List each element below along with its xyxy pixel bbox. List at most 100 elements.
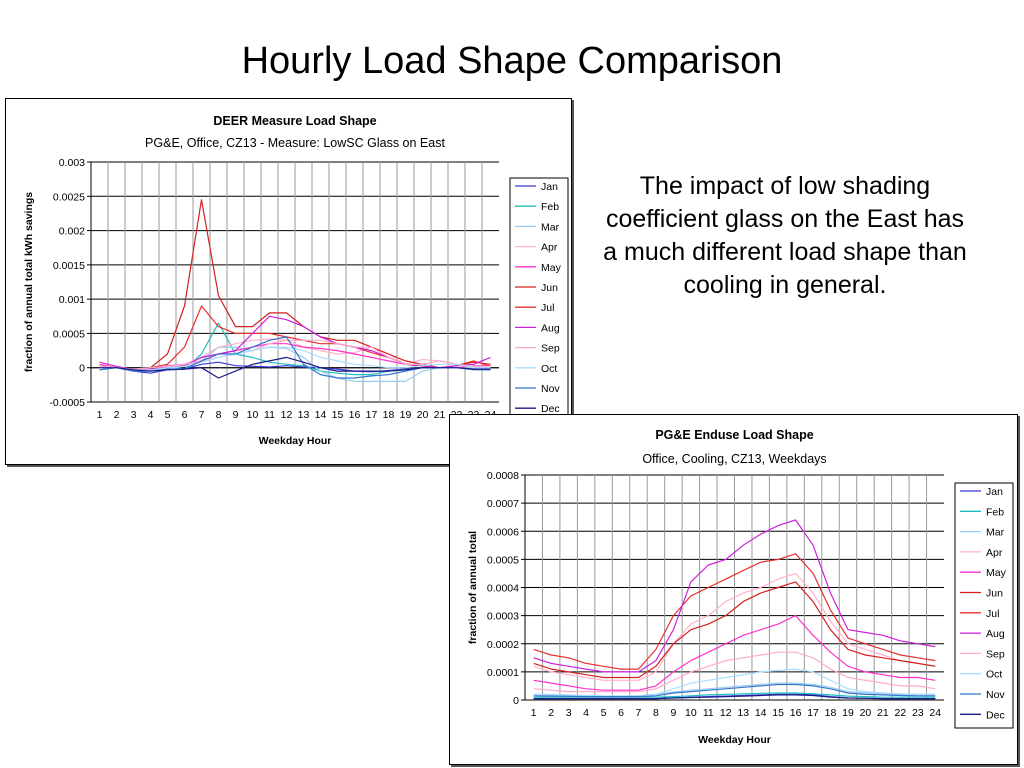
x-tick-label: 6 (618, 707, 624, 719)
x-tick-label: 19 (842, 707, 854, 719)
legend-label-feb: Feb (541, 201, 559, 213)
deer-chart-svg: DEER Measure Load Shape PG&E, Office, CZ1… (23, 114, 569, 447)
x-tick-label: 6 (182, 409, 188, 421)
legend-label-jul: Jul (541, 302, 554, 314)
x-tick-label: 8 (216, 409, 222, 421)
y-tick-label: 0.0004 (487, 583, 519, 595)
pge-chart-svg: PG&E Enduse Load Shape Office, Cooling, C… (467, 428, 1014, 746)
legend-label-jun: Jun (541, 282, 558, 294)
legend-label-feb: Feb (986, 506, 1004, 518)
legend-label-aug: Aug (541, 322, 560, 334)
x-tick-label: 1 (531, 707, 537, 719)
x-tick-label: 20 (860, 707, 872, 719)
x-tick-label: 15 (772, 707, 784, 719)
series-line-feb (533, 692, 936, 698)
legend-label-mar: Mar (541, 221, 560, 233)
x-tick-label: 14 (755, 707, 767, 719)
legend-label-dec: Dec (986, 709, 1005, 721)
deer-chart: DEER Measure Load Shape PG&E, Office, CZ1… (5, 98, 572, 465)
y-tick-label: 0.0007 (487, 498, 519, 510)
series-line-aug (533, 519, 936, 673)
legend-label-jun: Jun (986, 588, 1003, 600)
x-tick-label: 17 (366, 409, 378, 421)
x-tick-label: 11 (264, 409, 275, 421)
slide-description: The impact of low shading coefficient gl… (603, 172, 967, 299)
x-tick-label: 21 (877, 707, 889, 719)
legend-label-apr: Apr (541, 242, 558, 254)
x-tick-label: 17 (807, 707, 819, 719)
y-tick-label: 0.002 (59, 226, 85, 238)
legend-label-oct: Oct (986, 669, 1002, 681)
x-tick-label: 23 (912, 707, 924, 719)
x-tick-label: 4 (148, 409, 154, 421)
x-tick-label: 11 (703, 707, 714, 719)
y-tick-label: 0.0003 (487, 611, 519, 623)
x-tick-label: 9 (670, 707, 676, 719)
x-tick-label: 5 (601, 707, 607, 719)
y-axis-label: fraction of annual total kWh savings (23, 192, 35, 372)
x-tick-label: 9 (233, 409, 239, 421)
legend-label-sep: Sep (986, 648, 1005, 660)
legend-label-jan: Jan (986, 486, 1003, 498)
legend-label-jan: Jan (541, 181, 558, 193)
x-tick-label: 19 (400, 409, 412, 421)
y-axis-label: fraction of annual total (467, 531, 479, 644)
series-line-oct (533, 668, 936, 697)
chart-title: PG&E Enduse Load Shape (655, 428, 813, 442)
x-tick-label: 3 (131, 409, 137, 421)
x-tick-label: 5 (165, 409, 171, 421)
pge-chart: PG&E Enduse Load Shape Office, Cooling, C… (449, 414, 1018, 765)
legend-label-jul: Jul (986, 608, 999, 620)
x-tick-label: 13 (298, 409, 310, 421)
x-tick-label: 24 (929, 707, 941, 719)
legend-label-sep: Sep (541, 343, 560, 355)
x-tick-label: 16 (349, 409, 361, 421)
chart-subtitle: PG&E, Office, CZ13 - Measure: LowSC Glas… (145, 136, 445, 150)
x-tick-label: 3 (566, 707, 572, 719)
series-line-dec (99, 356, 491, 379)
x-tick-label: 18 (825, 707, 837, 719)
legend-label-mar: Mar (986, 527, 1005, 539)
x-tick-label: 10 (247, 409, 259, 421)
chart-legend (509, 177, 569, 426)
legend-label-nov: Nov (986, 689, 1005, 701)
y-tick-label: 0.0008 (487, 470, 519, 482)
y-tick-label: 0.0002 (487, 639, 519, 651)
y-tick-label: 0.0015 (53, 260, 85, 272)
x-tick-label: 8 (653, 707, 659, 719)
chart-legend (954, 482, 1014, 729)
x-axis-label: Weekday Hour (259, 435, 332, 447)
legend-label-dec: Dec (541, 403, 560, 415)
y-tick-label: 0.0005 (487, 554, 519, 566)
legend-label-oct: Oct (541, 363, 557, 375)
y-tick-label: 0.0025 (53, 191, 85, 203)
x-tick-label: 21 (434, 409, 446, 421)
x-tick-label: 14 (315, 409, 327, 421)
x-tick-label: 7 (636, 707, 642, 719)
series-line-jun (533, 581, 936, 679)
y-tick-label: 0.0005 (53, 328, 85, 340)
legend-label-apr: Apr (986, 547, 1003, 559)
chart-title: DEER Measure Load Shape (213, 114, 376, 128)
x-tick-label: 10 (685, 707, 697, 719)
y-tick-label: 0.003 (59, 157, 85, 169)
y-tick-label: 0 (513, 695, 519, 707)
y-tick-label: 0 (79, 363, 85, 375)
legend-label-may: May (541, 262, 562, 274)
x-tick-label: 16 (790, 707, 802, 719)
series-line-may (533, 615, 936, 691)
x-tick-label: 12 (281, 409, 293, 421)
x-tick-label: 12 (720, 707, 732, 719)
y-tick-label: 0.0006 (487, 526, 519, 538)
series-line-sep (99, 339, 491, 370)
legend-label-may: May (986, 567, 1007, 579)
x-tick-label: 22 (895, 707, 907, 719)
series-line-oct (99, 346, 491, 371)
x-tick-label: 7 (199, 409, 205, 421)
y-tick-label: 0.001 (59, 294, 85, 306)
x-tick-label: 4 (583, 707, 589, 719)
series-line-jul (533, 553, 936, 670)
series-line-apr (533, 572, 936, 681)
x-tick-label: 2 (548, 707, 554, 719)
x-tick-label: 1 (97, 409, 103, 421)
